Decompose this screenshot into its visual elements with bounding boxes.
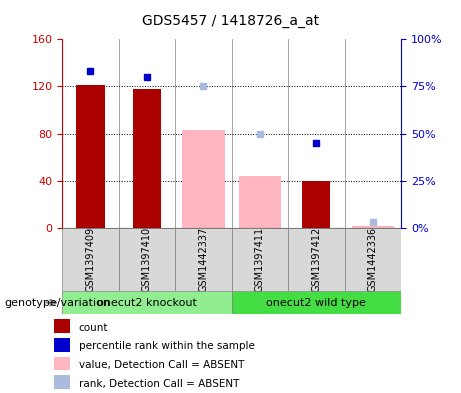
Bar xyxy=(54,338,71,352)
Text: onecut2 knockout: onecut2 knockout xyxy=(97,298,197,308)
Bar xyxy=(231,291,401,314)
Bar xyxy=(133,89,161,228)
Bar xyxy=(62,291,231,314)
Bar xyxy=(239,176,281,228)
Bar xyxy=(344,228,401,291)
Bar xyxy=(62,228,118,291)
Text: GSM1397411: GSM1397411 xyxy=(255,227,265,292)
Bar xyxy=(182,130,225,228)
Bar xyxy=(54,375,71,389)
Text: value, Detection Call = ABSENT: value, Detection Call = ABSENT xyxy=(78,360,244,370)
Bar xyxy=(302,181,331,228)
Text: GSM1442337: GSM1442337 xyxy=(198,227,208,292)
Text: GSM1397410: GSM1397410 xyxy=(142,227,152,292)
Bar xyxy=(77,85,105,228)
Bar xyxy=(352,226,394,228)
Text: GDS5457 / 1418726_a_at: GDS5457 / 1418726_a_at xyxy=(142,14,319,28)
Text: GSM1442336: GSM1442336 xyxy=(368,227,378,292)
Text: onecut2 wild type: onecut2 wild type xyxy=(266,298,366,308)
Text: count: count xyxy=(78,323,108,332)
Bar xyxy=(175,228,231,291)
Bar xyxy=(231,228,288,291)
Text: rank, Detection Call = ABSENT: rank, Detection Call = ABSENT xyxy=(78,379,239,389)
Text: genotype/variation: genotype/variation xyxy=(5,298,111,308)
Text: percentile rank within the sample: percentile rank within the sample xyxy=(78,342,254,351)
Bar xyxy=(288,228,344,291)
Bar xyxy=(54,320,71,333)
Bar xyxy=(54,357,71,370)
Text: GSM1397412: GSM1397412 xyxy=(311,227,321,292)
Bar xyxy=(118,228,175,291)
Text: GSM1397409: GSM1397409 xyxy=(85,227,95,292)
